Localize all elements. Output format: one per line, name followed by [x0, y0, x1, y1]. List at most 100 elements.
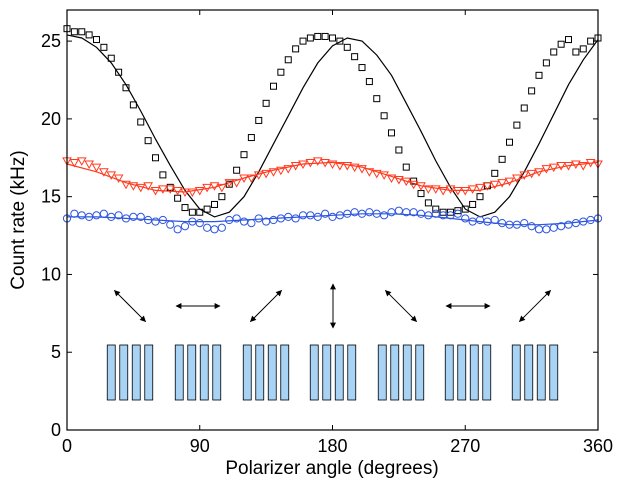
data-point-triangle — [438, 186, 448, 196]
data-point-square — [218, 193, 226, 201]
data-point-triangle — [69, 158, 80, 168]
data-point-triangle — [165, 185, 176, 194]
data-point-triangle — [261, 169, 271, 179]
x-tick-label: 360 — [583, 436, 613, 456]
data-point-triangle — [298, 160, 308, 170]
data-point-square — [432, 205, 440, 213]
data-point-square — [388, 129, 395, 137]
data-point-circle — [217, 223, 226, 232]
data-point-circle — [158, 215, 167, 225]
data-point-square — [137, 118, 145, 126]
data-point-triangle — [416, 182, 426, 191]
polarizer-bar — [390, 344, 400, 401]
data-point-triangle — [556, 162, 566, 171]
data-point-square — [270, 82, 277, 90]
data-point-triangle — [202, 183, 212, 193]
data-point-triangle — [489, 180, 500, 190]
data-point-square — [247, 134, 255, 142]
data-point-circle — [542, 225, 551, 234]
data-point-triangle — [106, 171, 117, 180]
data-point-circle — [232, 214, 241, 223]
data-point-circle — [549, 223, 558, 232]
data-point-triangle — [113, 174, 124, 184]
data-point-square — [284, 56, 292, 64]
fit-curves — [66, 34, 599, 226]
data-point-square — [203, 205, 211, 213]
y-tick-label: 25 — [41, 31, 61, 51]
data-point-square — [336, 37, 344, 45]
data-point-triangle — [349, 163, 360, 173]
data-point-triangle — [335, 162, 345, 171]
data-point-circle — [136, 212, 145, 221]
data-point-triangle — [217, 183, 227, 193]
polarizer-bar — [280, 344, 290, 401]
data-point-triangle — [180, 188, 190, 198]
data-point-square — [85, 31, 93, 39]
polarizer-arrow — [519, 290, 551, 322]
data-point-triangle — [497, 179, 507, 188]
axis-ticks: 0 90 180 270 360 0 5 10 15 20 25 — [41, 10, 613, 456]
data-point-square — [469, 200, 477, 208]
data-point-square — [299, 37, 307, 45]
data-point-triangle — [187, 188, 198, 198]
data-point-triangle — [519, 171, 530, 180]
data-point-triangle — [84, 160, 94, 170]
data-point-circle — [99, 209, 108, 218]
polarizer-bar — [131, 344, 141, 401]
data-point-square — [196, 208, 204, 216]
polarizer-bar — [377, 344, 387, 401]
data-point-square — [174, 194, 182, 202]
data-point-triangle — [305, 158, 316, 168]
data-point-triangle — [526, 169, 537, 179]
data-point-square — [152, 154, 159, 162]
data-point-circle — [107, 212, 116, 221]
data-point-square — [572, 48, 580, 56]
data-point-triangle — [283, 165, 294, 174]
data-point-triangle — [320, 158, 330, 168]
data-point-triangle — [290, 162, 301, 171]
data-point-square — [395, 146, 403, 154]
y-axis-label: Count rate (kHz) — [8, 150, 29, 289]
polarizer-bar — [482, 344, 492, 401]
data-point-circle — [173, 225, 182, 234]
data-point-triangle — [408, 180, 419, 190]
data-point-circle — [365, 208, 374, 217]
fit-line — [66, 161, 599, 193]
data-point-triangle — [76, 157, 87, 166]
data-point-triangle — [121, 180, 131, 190]
fit-line — [67, 213, 599, 226]
polarizer-bar — [415, 344, 425, 401]
data-point-circle — [461, 214, 470, 223]
y-tick-label: 15 — [41, 187, 61, 207]
data-point-circle — [298, 211, 308, 220]
polarizer-bar — [119, 344, 129, 401]
polarizer-bar — [174, 344, 184, 401]
data-point-triangle — [172, 186, 183, 196]
data-point-circle — [380, 211, 389, 220]
data-point-triangle — [467, 185, 478, 194]
polarizer-bar — [524, 344, 534, 401]
data-point-triangle — [99, 168, 109, 177]
data-point-triangle — [143, 182, 153, 191]
y-tick-label: 20 — [41, 109, 61, 129]
data-point-circle — [77, 211, 86, 220]
data-point-circle — [453, 209, 462, 218]
data-point-triangle — [364, 168, 375, 177]
data-point-square — [579, 45, 587, 53]
x-tick-label: 90 — [190, 436, 210, 456]
data-point-square — [373, 95, 381, 103]
data-point-square — [181, 204, 189, 212]
data-point-square — [351, 53, 359, 61]
polarizer-bar — [212, 344, 222, 401]
polarizer-bar — [255, 344, 265, 401]
data-point-square — [240, 151, 248, 159]
data-point-square — [365, 78, 373, 86]
data-point-square — [292, 45, 300, 53]
data-point-triangle — [401, 177, 412, 187]
x-tick-label: 0 — [62, 436, 72, 456]
polarizer-arrow — [385, 290, 417, 322]
data-point-square — [513, 121, 521, 129]
data-point-triangle — [327, 160, 338, 170]
data-point-square — [343, 43, 351, 51]
